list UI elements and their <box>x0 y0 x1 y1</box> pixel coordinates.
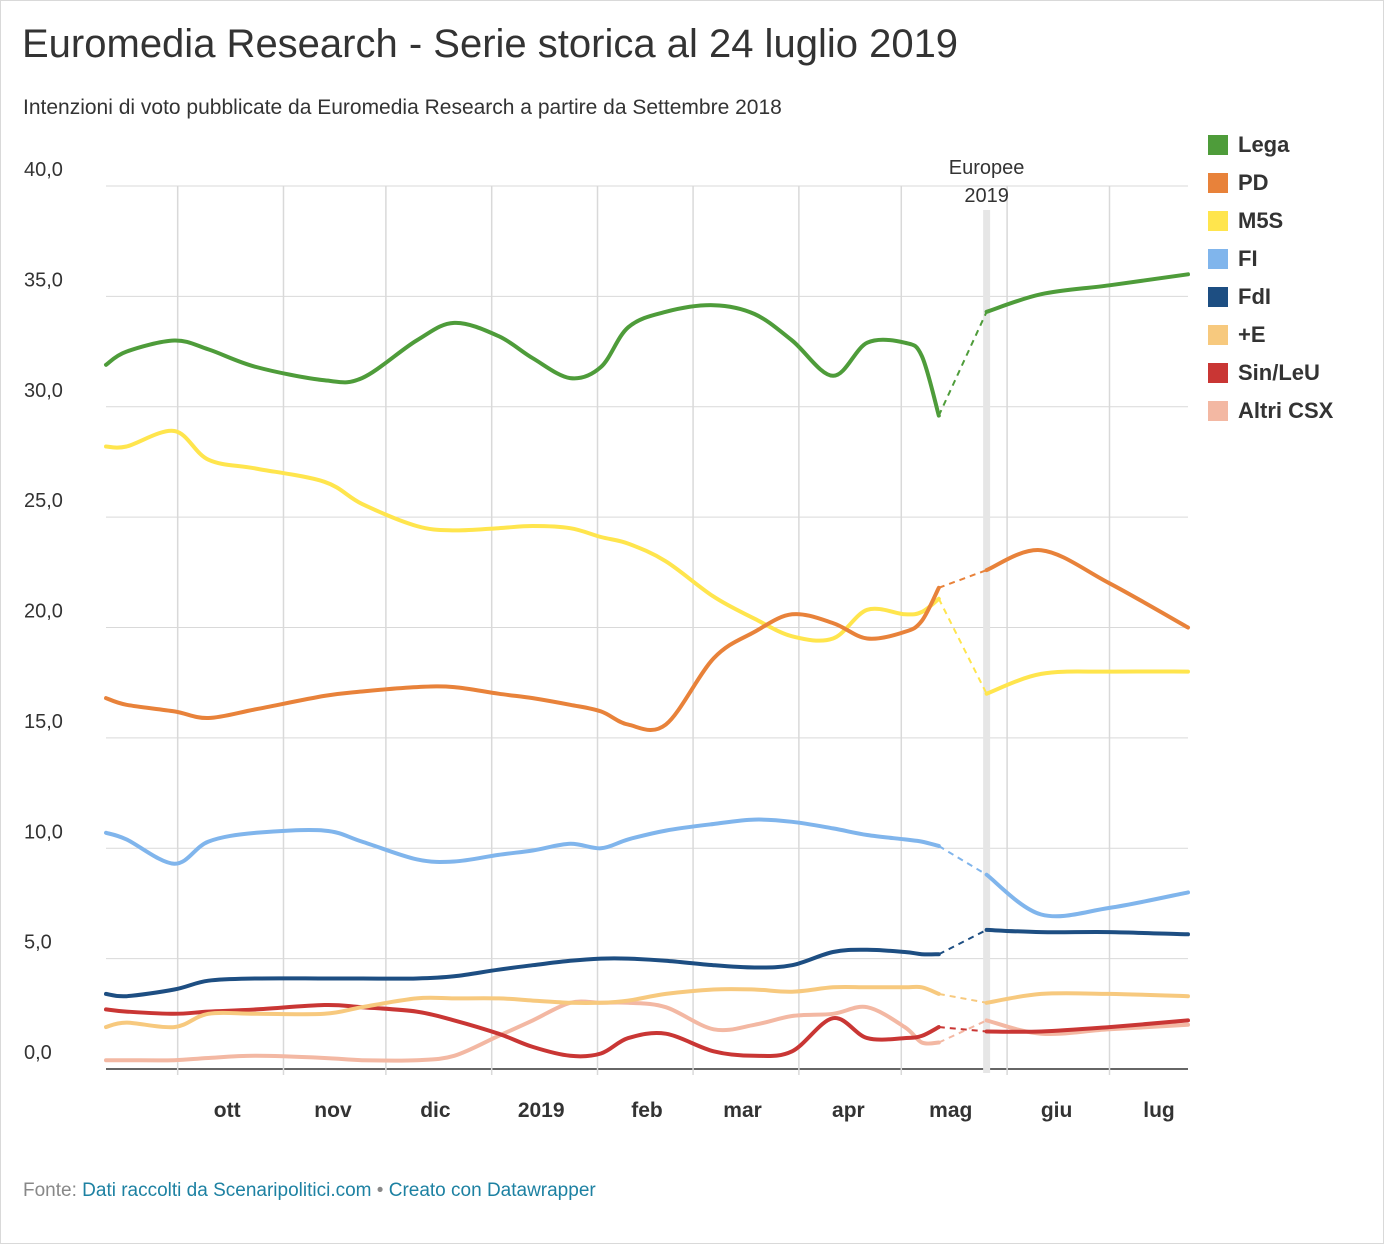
legend-label: Lega <box>1238 132 1290 157</box>
legend-label: PD <box>1238 170 1269 195</box>
legend-swatch <box>1208 287 1228 307</box>
legend-item-e: +E <box>1208 316 1333 354</box>
series-pd <box>104 548 1190 733</box>
x-tick-label: mag <box>929 1099 972 1122</box>
legend-swatch <box>1208 173 1228 193</box>
series-line-fdi-before <box>104 947 941 999</box>
x-tick-label: apr <box>832 1099 865 1122</box>
legend-item-sin-leu: Sin/LeU <box>1208 354 1333 392</box>
series-line-e-before <box>104 984 941 1030</box>
x-tick-label: 2019 <box>518 1099 565 1122</box>
legend-swatch <box>1208 401 1228 421</box>
series-fi <box>104 817 1190 919</box>
legend-item-m5s: M5S <box>1208 202 1333 240</box>
legend-label: M5S <box>1238 208 1284 233</box>
series-fdi <box>104 927 1190 999</box>
x-tick-label: mar <box>723 1099 762 1122</box>
legend-swatch <box>1208 325 1228 345</box>
series-gap-lega <box>937 311 988 416</box>
legend-swatch <box>1208 211 1228 231</box>
grid-layer <box>106 185 1188 1075</box>
series-line-m5s-before <box>104 428 941 643</box>
series-line-e-after <box>984 991 1190 1005</box>
election-marker <box>983 210 991 1073</box>
election-annotation-label: 2019 <box>964 185 1009 207</box>
series-gap-fi <box>938 845 988 876</box>
legend: Lega PD M5S FI FdI +E Sin/LeU Altri CSX <box>1208 126 1333 430</box>
y-tick-label: 30,0 <box>24 380 63 402</box>
legend-swatch <box>1208 249 1228 269</box>
legend-swatch <box>1208 363 1228 383</box>
series-line-pd-after <box>984 548 1190 630</box>
series-gap-fdi <box>938 929 988 956</box>
source-prefix: Fonte: <box>23 1180 77 1201</box>
series-line-lega-after <box>984 272 1190 314</box>
x-tick-label: nov <box>314 1099 352 1122</box>
legend-label: FdI <box>1238 284 1271 309</box>
series-line-sin-leu-after <box>984 1018 1190 1034</box>
y-tick-label: 35,0 <box>24 269 63 291</box>
legend-item-pd: PD <box>1208 164 1333 202</box>
series-gap-m5s <box>937 598 988 695</box>
legend-item-lega: Lega <box>1208 126 1333 164</box>
chart-title: Euromedia Research - Serie storica al 24… <box>22 22 959 66</box>
y-tick-label: 0,0 <box>24 1042 52 1064</box>
legend-label: +E <box>1238 322 1266 347</box>
x-tick-label: ott <box>214 1099 241 1122</box>
legend-label: FI <box>1238 246 1258 271</box>
x-tick-label: lug <box>1143 1099 1175 1122</box>
series-sin-leu <box>104 1002 1190 1059</box>
x-tick-label: feb <box>631 1099 663 1122</box>
legend-item-fdi: FdI <box>1208 278 1333 316</box>
chart-subtitle: Intenzioni di voto pubblicate da Euromed… <box>23 96 782 119</box>
legend-swatch <box>1208 135 1228 155</box>
x-tick-label: dic <box>420 1099 451 1122</box>
y-tick-label: 20,0 <box>24 601 63 623</box>
series-gap-altri-csx <box>938 1019 988 1044</box>
y-tick-label: 25,0 <box>24 490 63 512</box>
series-m5s <box>104 428 1190 696</box>
series-gap-pd <box>938 569 987 589</box>
series-line-pd-before <box>104 585 941 733</box>
election-annotation-label: Europee <box>949 157 1025 179</box>
x-tick-label: giu <box>1041 1099 1073 1122</box>
legend-label: Sin/LeU <box>1238 360 1320 385</box>
y-tick-label: 10,0 <box>24 821 63 843</box>
y-tick-label: 15,0 <box>24 711 63 733</box>
legend-item-fi: FI <box>1208 240 1333 278</box>
series-line-sin-leu-before <box>104 1002 941 1059</box>
credit-link[interactable]: Creato con Datawrapper <box>388 1180 596 1201</box>
legend-item-altri-csx: Altri CSX <box>1208 392 1333 430</box>
y-tick-label: 5,0 <box>24 932 52 954</box>
source-link[interactable]: Dati raccolti da Scenaripolitici.com <box>82 1180 372 1201</box>
series-line-fi-after <box>984 872 1190 919</box>
series-line-fi-before <box>104 817 941 866</box>
series-line-m5s-after <box>984 669 1190 696</box>
tick-layer: 40,0 35,0 30,0 25,0 20,0 15,0 10,0 5,0 0,0 ott nov… <box>24 159 1175 1122</box>
series-gap-e <box>938 992 987 1004</box>
legend-label: Altri CSX <box>1238 398 1334 423</box>
series-lega <box>104 272 1190 418</box>
annotation-layer: Europee 2019 <box>949 157 1025 1073</box>
series-line-altri-csx-after <box>984 1018 1190 1036</box>
series-e <box>104 984 1190 1030</box>
series-line-fdi-after <box>984 927 1190 937</box>
source-separator: • <box>376 1180 384 1201</box>
series-gap-sin-leu <box>938 1026 987 1033</box>
series-layer <box>104 272 1190 1063</box>
source-note: Fonte: Dati raccolti da Scenaripolitici.… <box>23 1180 596 1202</box>
y-tick-label: 40,0 <box>24 159 63 181</box>
series-line-lega-before <box>104 303 941 418</box>
